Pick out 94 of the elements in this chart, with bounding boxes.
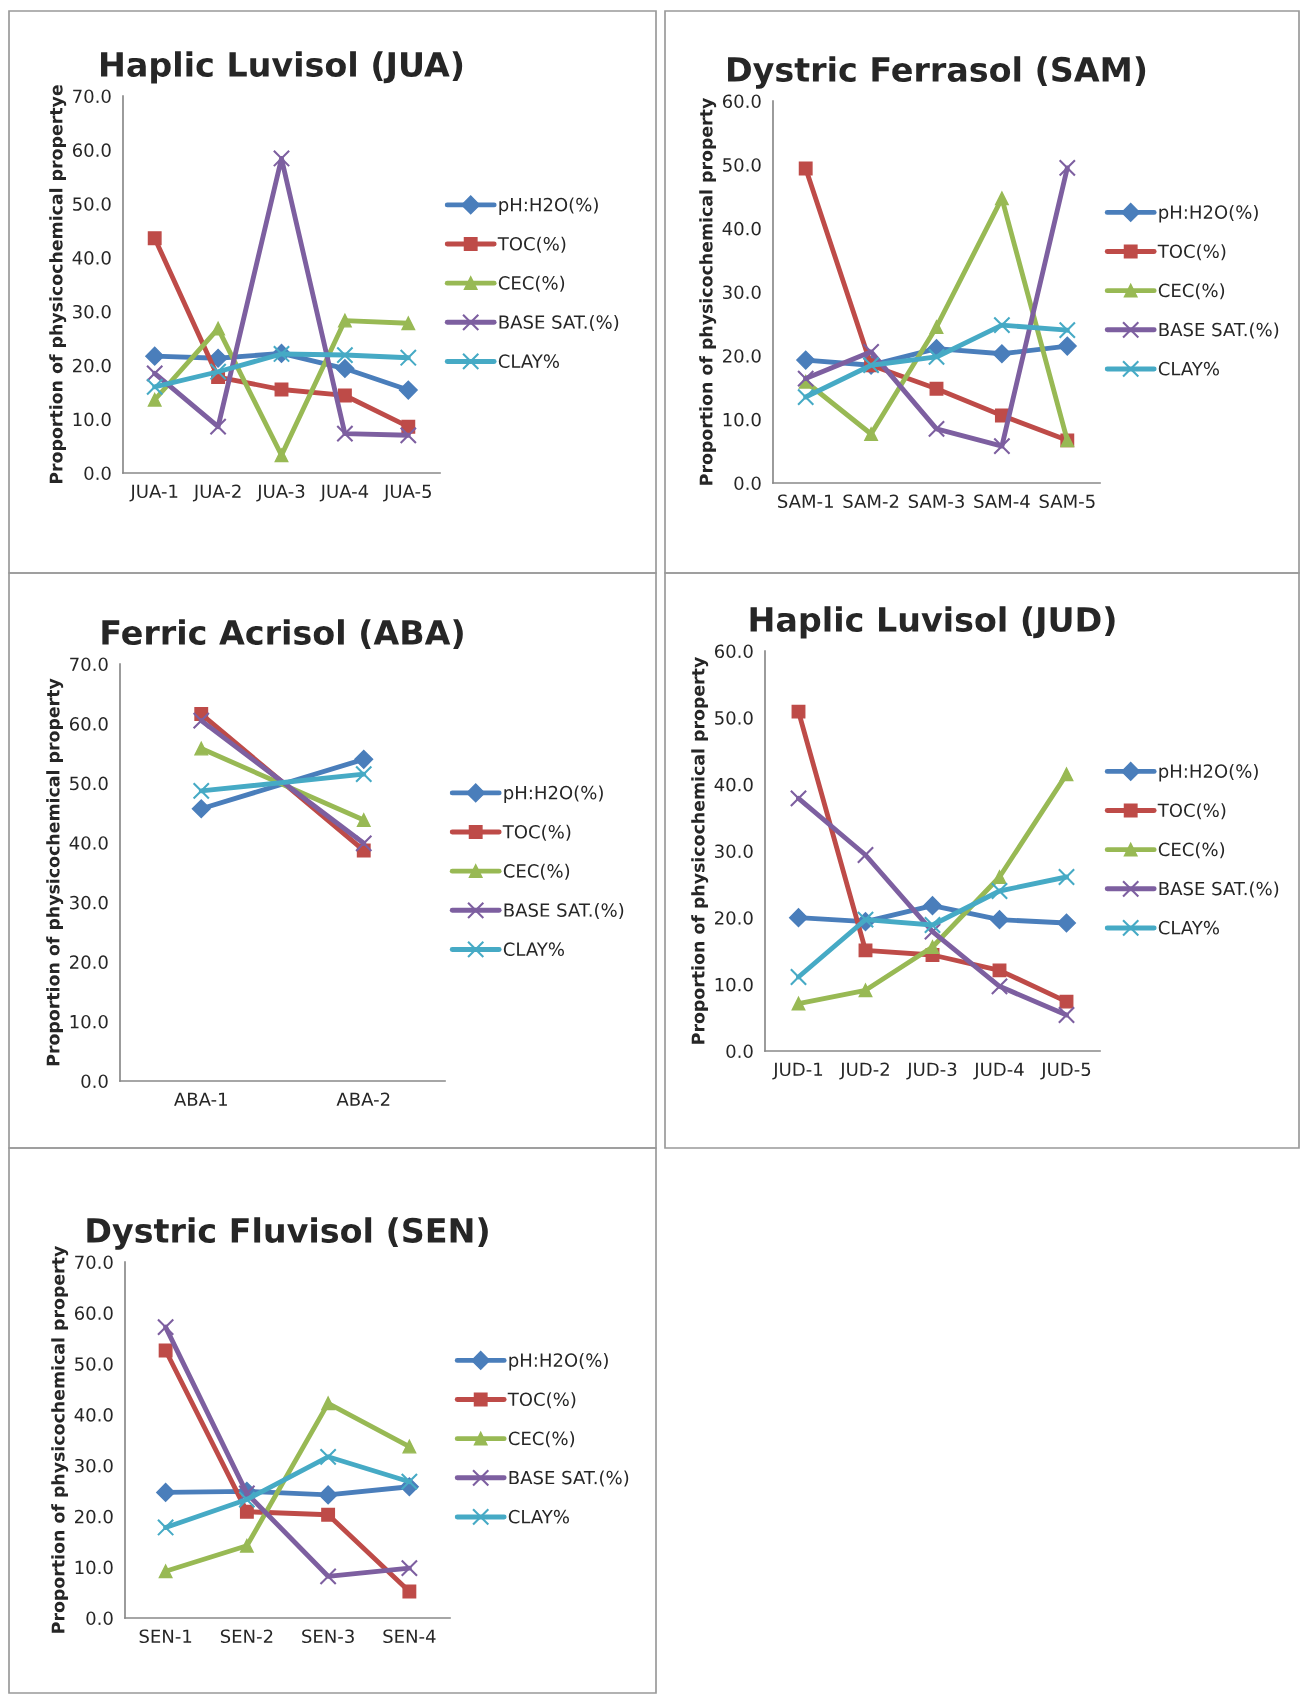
x-tick-label: SAM-1 [778,494,833,509]
y-tick-label: 50.0 [73,197,111,211]
legend-label: BASE SAT.(%) [499,314,619,331]
y-tick-label: 70.0 [73,89,111,104]
x-tick-label: JUA-4 [319,484,369,502]
y-axis-title: Proportion of physicochemical propertye [49,85,67,484]
legend-label: pH:H2O(%) [509,1353,608,1371]
chart-title: Dystric Ferrasol (SAM) [728,56,1146,89]
legend-label: CLAY% [1158,920,1219,935]
chart-title: Haplic Luvisol (JUD) [750,606,1115,639]
y-tick-label: 30.0 [75,1458,113,1473]
y-tick-label: 0.0 [81,1074,108,1089]
legend-label: CEC(%) [498,275,565,292]
legend-label: BASE SAT.(%) [509,1470,629,1487]
y-tick-label: 60.0 [69,717,108,731]
y-tick-label: 50.0 [70,776,108,791]
legend-label: pH:H2O(%) [504,785,603,803]
x-tick-label: JUD-3 [906,1062,957,1080]
y-tick-label: 60.0 [72,143,111,157]
x-tick-label: SEN-3 [302,1629,354,1644]
legend-label: CLAY% [503,942,564,957]
y-tick-label: 40.0 [714,777,753,792]
y-tick-label: 50.0 [75,1357,113,1371]
y-tick-label: 0.0 [734,476,761,491]
chart-title: Haplic Luvisol (JUA) [101,51,463,84]
y-axis-title: Proportion of physicochemical property [46,678,64,1066]
y-tick-label: 70.0 [70,657,108,672]
y-tick-label: 20.0 [75,1509,113,1524]
legend-label: BASE SAT.(%) [504,902,624,919]
legend-label: CEC(%) [1158,842,1225,859]
y-axis-title: Proportion of physicochemical property [691,657,709,1044]
legend-label: BASE SAT.(%) [1159,322,1279,339]
x-tick-label: SAM-2 [843,494,899,509]
y-tick-label: 10.0 [715,977,753,992]
y-tick-label: 60.0 [722,94,761,109]
x-tick-label: JUA-3 [256,484,305,502]
y-tick-label: 0.0 [84,466,111,481]
x-tick-label: JUA-2 [192,484,241,502]
y-tick-label: 70.0 [75,1255,113,1270]
y-tick-label: 0.0 [86,1611,113,1626]
x-tick-label: ABA-2 [336,1092,390,1106]
y-axis-title: Proportion of physicochemical property [51,1246,69,1633]
legend-label: TOC(%) [497,236,566,253]
y-tick-label: 20.0 [723,349,761,363]
legend-label: TOC(%) [502,824,571,841]
legend-label: pH:H2O(%) [1159,764,1258,782]
y-tick-label: 30.0 [723,285,761,300]
y-tick-label: 40.0 [72,251,111,265]
x-tick-label: SAM-5 [1039,494,1095,509]
y-tick-label: 0.0 [726,1044,753,1059]
x-tick-label: JUA-1 [129,484,178,502]
chart-title: Dystric Fluvisol (SEN) [87,1217,488,1250]
x-tick-label: SAM-3 [908,494,964,509]
y-tick-label: 10.0 [73,412,111,427]
x-tick-label: SAM-4 [974,494,1030,509]
legend-label: TOC(%) [1157,803,1226,820]
legend-label: TOC(%) [507,1392,576,1409]
y-tick-label: 10.0 [75,1560,113,1575]
y-tick-label: 20.0 [70,955,108,969]
legend-label: pH:H2O(%) [1159,205,1258,223]
x-tick-label: JUD-2 [839,1062,889,1080]
y-tick-label: 40.0 [69,836,108,850]
legend-label: CEC(%) [503,863,570,880]
x-tick-label: SEN-4 [383,1629,436,1644]
legend-label: CEC(%) [508,1431,575,1448]
x-tick-label: SEN-1 [139,1629,192,1644]
legend-label: BASE SAT.(%) [1159,881,1279,898]
x-tick-label: ABA-1 [174,1092,227,1106]
y-tick-label: 60.0 [74,1306,113,1320]
y-tick-label: 30.0 [715,844,753,859]
x-tick-label: JUD-4 [973,1062,1024,1080]
y-tick-label: 10.0 [723,412,761,427]
legend-label: CEC(%) [1158,283,1225,300]
legend-label: CLAY% [498,354,559,369]
y-tick-label: 60.0 [714,644,753,659]
x-tick-label: SEN-2 [220,1629,273,1644]
x-tick-label: JUD-5 [1040,1062,1091,1080]
y-axis-title: Proportion of physicochemical property [699,98,717,485]
x-tick-label: JUD-1 [772,1062,823,1080]
y-tick-label: 40.0 [722,221,761,236]
y-tick-label: 30.0 [73,304,111,319]
y-tick-label: 50.0 [715,711,753,725]
chart-title: Ferric Acrisol (ABA) [102,619,463,649]
x-tick-label: JUA-5 [383,484,431,502]
y-tick-label: 20.0 [73,358,111,373]
y-tick-label: 50.0 [723,158,761,172]
y-tick-label: 30.0 [70,895,108,910]
y-tick-label: 20.0 [715,911,753,925]
legend-label: CLAY% [508,1509,569,1524]
y-tick-label: 40.0 [74,1408,113,1422]
y-tick-label: 10.0 [70,1014,108,1029]
legend-label: TOC(%) [1157,244,1226,261]
legend-label: pH:H2O(%) [499,197,598,215]
legend-label: CLAY% [1158,361,1219,376]
